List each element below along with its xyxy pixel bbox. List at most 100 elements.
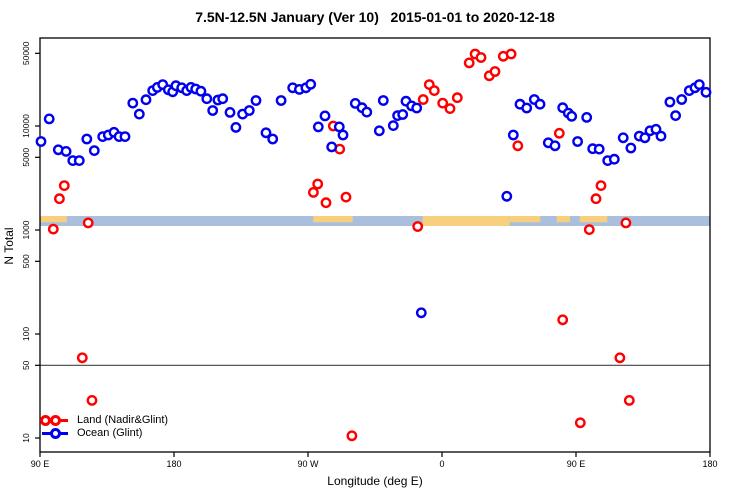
latitude-band-land-south-america	[313, 216, 353, 223]
data-point-land	[47, 223, 59, 235]
data-point-land	[489, 66, 501, 77]
legend-label-land: Land (Nadir&Glint)	[77, 414, 169, 426]
data-point-ocean	[377, 95, 389, 106]
data-point-ocean	[566, 110, 578, 122]
y-tick-label: 10	[21, 433, 31, 443]
data-point-land	[614, 352, 626, 364]
chart-title: 7.5N-12.5N January (Ver 10) 2015-01-01 t…	[195, 9, 555, 25]
data-point-land	[76, 352, 88, 364]
latitude-band-land-arabia-horn	[509, 216, 541, 223]
data-point-ocean	[230, 122, 242, 133]
data-point-ocean	[127, 97, 139, 109]
legend: Land (Nadir&Glint) Ocean (Glint)	[40, 414, 169, 440]
data-point-ocean	[534, 98, 546, 110]
latitude-band-land-india	[556, 216, 571, 223]
data-point-ocean	[319, 110, 331, 122]
ocean-legend-marker-icon	[42, 428, 68, 439]
data-point-ocean	[305, 78, 317, 90]
data-point-land	[307, 186, 319, 198]
data-point-ocean	[387, 120, 399, 132]
data-point-land	[444, 103, 456, 115]
x-tick-label: 90 W	[297, 459, 319, 469]
data-point-ocean	[81, 133, 93, 145]
data-point-ocean	[312, 121, 324, 133]
data-point-ocean	[593, 143, 605, 155]
data-point-land	[451, 92, 463, 104]
y-tick-label: 100	[21, 327, 31, 341]
x-tick-label: 90 E	[567, 459, 586, 469]
data-point-ocean	[337, 129, 349, 141]
data-point-ocean	[650, 123, 662, 135]
data-point-land	[505, 48, 517, 60]
y-tick-label: 500	[21, 254, 31, 268]
data-point-land	[86, 394, 98, 406]
data-point-land	[620, 217, 632, 229]
data-point-ocean	[501, 190, 513, 202]
data-point-ocean	[133, 108, 145, 120]
data-point-land	[412, 221, 424, 232]
latitude-band-land-africa	[422, 216, 510, 226]
y-tick-label: 5000	[21, 148, 31, 167]
data-point-ocean	[693, 79, 705, 91]
data-point-land	[583, 224, 595, 236]
data-point-land	[475, 52, 487, 63]
x-axis-title: Longitude (deg E)	[327, 474, 423, 488]
data-point-ocean	[275, 95, 287, 106]
data-point-ocean	[639, 132, 651, 144]
data-point-ocean	[415, 307, 427, 319]
data-point-ocean	[140, 94, 152, 106]
data-point-ocean	[411, 102, 423, 114]
data-point-land	[346, 430, 358, 442]
data-point-ocean	[397, 109, 409, 120]
legend-label-ocean: Ocean (Glint)	[77, 427, 143, 439]
data-point-ocean	[217, 93, 229, 105]
data-point-ocean	[326, 141, 338, 153]
data-point-ocean	[224, 107, 236, 118]
data-point-ocean	[73, 155, 85, 167]
data-point-ocean	[243, 105, 255, 116]
y-tick-label: 50	[21, 360, 31, 370]
data-point-ocean	[43, 113, 55, 125]
data-point-land	[557, 314, 569, 326]
data-point-ocean	[35, 136, 47, 147]
data-point-ocean	[88, 145, 100, 157]
data-point-ocean	[260, 127, 272, 139]
data-point-land	[463, 57, 475, 69]
data-point-ocean	[207, 105, 219, 116]
y-tick-label: 10000	[21, 114, 31, 138]
data-point-ocean	[250, 95, 262, 106]
data-point-ocean	[655, 130, 667, 142]
data-point-ocean	[521, 102, 533, 114]
data-point-land	[417, 94, 429, 105]
y-tick-label: 1000	[21, 220, 31, 239]
data-point-ocean	[670, 110, 681, 122]
y-tick-label: 50000	[21, 41, 31, 65]
legend-item-ocean: Ocean (Glint)	[42, 427, 168, 440]
data-point-land	[428, 85, 440, 97]
data-point-land	[320, 197, 332, 209]
data-point-ocean	[60, 145, 72, 157]
data-point-ocean	[119, 131, 131, 143]
data-point-land	[312, 178, 324, 190]
data-point-land	[574, 417, 586, 429]
x-tick-label: 0	[439, 459, 444, 469]
data-point-ocean	[267, 133, 279, 145]
data-point-land	[512, 140, 524, 152]
latitude-band-land-se-asia	[40, 216, 67, 223]
x-tick-label: 180	[166, 459, 181, 469]
data-point-land	[590, 193, 602, 205]
data-point-land	[595, 180, 607, 192]
data-point-ocean	[617, 132, 629, 144]
data-point-ocean	[664, 96, 676, 108]
data-point-land	[54, 193, 65, 205]
data-point-ocean	[195, 85, 207, 97]
data-point-land	[58, 180, 70, 192]
data-point-ocean	[581, 112, 593, 123]
data-point-ocean	[361, 106, 373, 118]
data-point-land	[340, 191, 352, 203]
data-point-ocean	[572, 136, 583, 147]
data-point-land	[553, 127, 565, 139]
legend-item-land: Land (Nadir&Glint)	[40, 414, 169, 427]
data-point-ocean	[201, 93, 213, 105]
